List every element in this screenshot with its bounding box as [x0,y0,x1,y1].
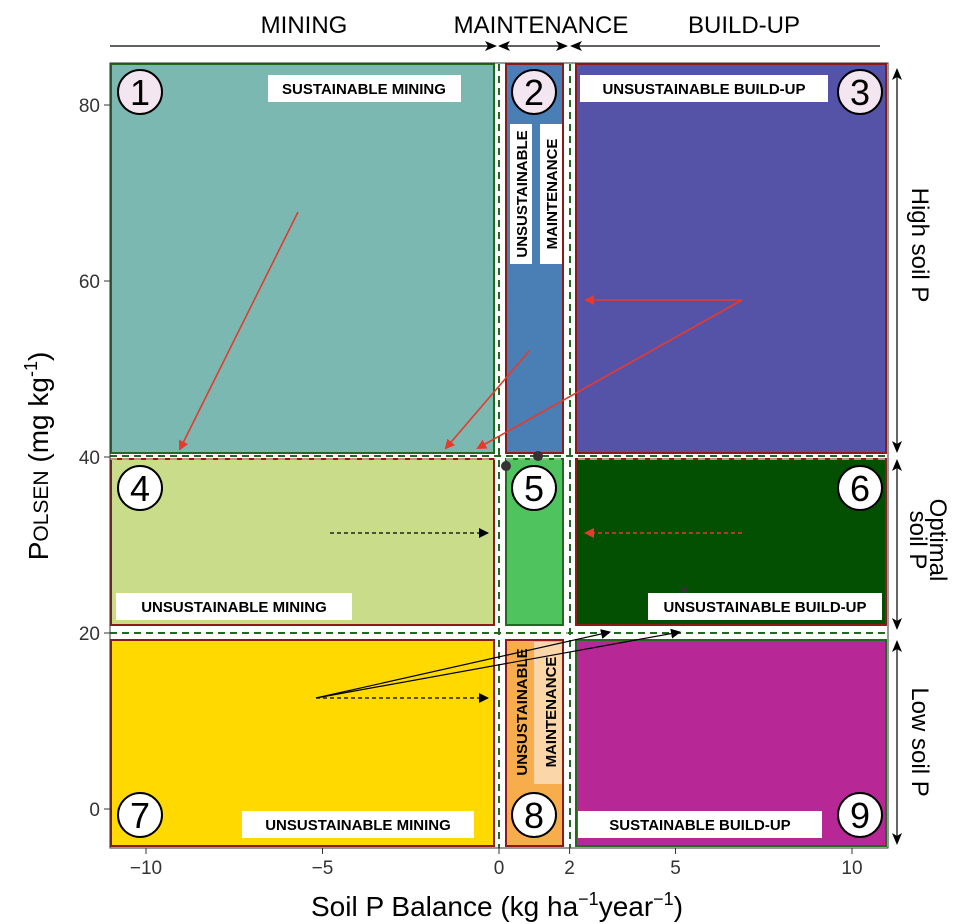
zone-3 [576,64,886,453]
x-tick-label: −5 [312,858,334,879]
x-axis-ticks: −10 −5 0 2 5 10 [130,848,863,879]
side-label-low: Low soil P [906,687,933,796]
svg-text:MAINTENANCE: MAINTENANCE [543,657,560,768]
side-label-optimal-2: soil P [904,511,931,570]
x-tick-label: 5 [670,858,681,879]
svg-text:5: 5 [524,468,544,509]
svg-text:SUSTAINABLE MINING: SUSTAINABLE MINING [282,81,446,98]
svg-text:SUSTAINABLE BUILD-UP: SUSTAINABLE BUILD-UP [609,817,790,834]
svg-text:UNSUSTAINABLE: UNSUSTAINABLE [514,130,531,257]
x-tick-label: 10 [841,858,862,879]
zone-7-label: UNSUSTAINABLE MINING [242,811,474,838]
side-label-high: High soil P [906,188,933,303]
zone-number-1: 1 [118,70,162,114]
y-tick-label: 60 [79,272,100,293]
svg-text:6: 6 [850,468,870,509]
svg-text:UNSUSTAINABLE BUILD-UP: UNSUSTAINABLE BUILD-UP [663,599,866,616]
svg-text:9: 9 [850,795,870,836]
svg-text:UNSUSTAINABLE MINING: UNSUSTAINABLE MINING [265,817,451,834]
zone-4-label: UNSUSTAINABLE MINING [116,593,352,620]
zone-1 [111,64,494,453]
svg-text:UNSUSTAINABLE: UNSUSTAINABLE [514,648,531,775]
y-axis-ticks: 0 20 40 60 80 [79,96,110,821]
y-tick-label: 80 [79,96,100,117]
x-tick-label: 2 [564,858,575,879]
y-tick-label: 0 [89,800,100,821]
zone-number-9: 9 [838,793,882,837]
svg-text:7: 7 [130,795,150,836]
svg-text:8: 8 [524,795,544,836]
x-tick-label: 0 [494,858,505,879]
svg-text:4: 4 [130,468,150,509]
zone-number-3: 3 [838,70,882,114]
y-tick-label: 20 [79,624,100,645]
y-axis-title: POLSEN (mg kg-1) [21,352,54,561]
svg-text:3: 3 [850,72,870,113]
zone-6-label: UNSUSTAINABLE BUILD-UP [648,593,882,620]
svg-text:UNSUSTAINABLE BUILD-UP: UNSUSTAINABLE BUILD-UP [602,81,805,98]
zone-1-label: SUSTAINABLE MINING [268,75,461,102]
zone-9-label: SUSTAINABLE BUILD-UP [578,811,822,838]
zone-number-2: 2 [512,70,556,114]
top-label-maintenance: MAINTENANCE [454,12,629,39]
svg-text:1: 1 [130,72,150,113]
svg-text:MAINTENANCE: MAINTENANCE [544,139,561,250]
zone-number-7: 7 [118,793,162,837]
zone-number-4: 4 [118,466,162,510]
zone-number-5: 5 [512,466,556,510]
x-axis-title: Soil P Balance (kg ha−1year−1) [311,889,683,922]
zone-3-label: UNSUSTAINABLE BUILD-UP [580,75,828,102]
top-label-buildup: BUILD-UP [688,12,800,39]
y-tick-label: 40 [79,448,100,469]
zone-number-8: 8 [512,793,556,837]
x-tick-label: −10 [130,858,162,879]
zone-number-6: 6 [838,466,882,510]
svg-text:UNSUSTAINABLE MINING: UNSUSTAINABLE MINING [141,599,327,616]
top-label-mining: MINING [261,12,348,39]
svg-text:2: 2 [524,72,544,113]
